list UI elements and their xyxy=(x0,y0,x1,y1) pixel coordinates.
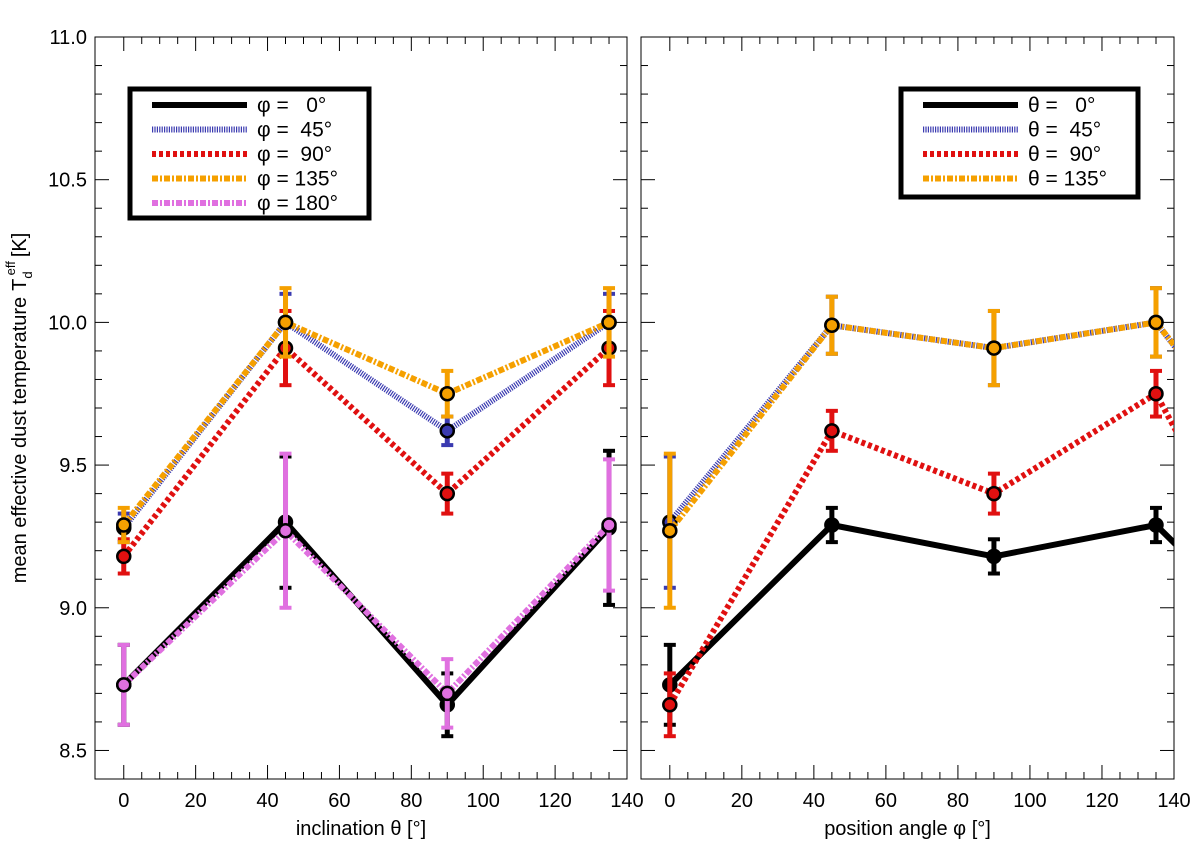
plot-area xyxy=(662,286,1174,739)
x-tick-label: 20 xyxy=(731,790,753,812)
x-tick-label: 20 xyxy=(185,790,207,812)
series-line xyxy=(121,522,612,697)
data-point xyxy=(1148,517,1164,533)
panel-left: 0 20 40 60 80 100 120 140 8.5 9.0 9.5 10.0 10.5 11.0 i… xyxy=(3,27,644,840)
data-point xyxy=(601,314,617,331)
x-tick-label: 40 xyxy=(256,790,278,812)
x-tick-label: 60 xyxy=(328,790,350,812)
x-tick-label: 100 xyxy=(467,790,500,812)
y-tick-label: 9.0 xyxy=(59,598,87,620)
legend-label: φ = 0° xyxy=(257,94,326,117)
series-1 xyxy=(662,286,1174,590)
y-tick-label: 8.5 xyxy=(59,740,87,762)
y-tick-label: 9.5 xyxy=(59,455,87,477)
legend-label: φ = 180° xyxy=(257,192,338,215)
plot-area xyxy=(116,286,617,739)
data-point xyxy=(439,385,456,402)
y-tick-label: 10.5 xyxy=(48,170,87,192)
series-4 xyxy=(116,451,617,730)
legend-label: θ = 45° xyxy=(1028,119,1101,142)
x-tick-label: 80 xyxy=(947,790,969,812)
series-2 xyxy=(662,368,1174,739)
data-point xyxy=(439,685,456,702)
data-point xyxy=(116,548,132,565)
x-tick-label: 80 xyxy=(400,790,422,812)
x-axis-label: inclination θ [°] xyxy=(296,818,426,840)
x-tick-label: 60 xyxy=(875,790,897,812)
data-point xyxy=(116,677,132,693)
x-tick-label: 100 xyxy=(1013,790,1046,812)
x-tick-label: 40 xyxy=(803,790,825,812)
x-tick-label: 120 xyxy=(1085,790,1118,812)
series-line xyxy=(667,319,1174,533)
y-axis-label: mean effective dust temperatureTdeff[K] xyxy=(3,233,35,584)
data-point xyxy=(277,522,294,539)
legend-label: θ = 0° xyxy=(1028,94,1095,117)
x-tick-label: 140 xyxy=(610,790,643,812)
data-point xyxy=(1148,385,1164,402)
x-axis-label: position angle φ [°] xyxy=(824,818,991,840)
data-point xyxy=(116,517,132,533)
legend-label: φ = 90° xyxy=(257,143,332,166)
y-tick-label: 11.0 xyxy=(50,27,87,49)
data-point xyxy=(601,517,617,533)
data-point xyxy=(277,314,294,331)
data-point xyxy=(986,485,1002,502)
series-1 xyxy=(116,291,617,545)
data-point xyxy=(662,522,678,539)
data-point xyxy=(824,423,840,439)
series-line xyxy=(667,522,1174,687)
series-line xyxy=(667,319,1174,525)
y-tick-label: 10.0 xyxy=(48,312,87,334)
x-tick-label: 120 xyxy=(538,790,571,812)
data-point xyxy=(439,485,456,502)
data-point xyxy=(662,697,678,713)
x-tick-label: 140 xyxy=(1157,790,1190,812)
legend: φ = 0°φ = 45°φ = 90°φ = 135°φ = 180° xyxy=(127,86,372,221)
data-point xyxy=(439,423,456,439)
legend-label: θ = 90° xyxy=(1028,143,1101,166)
data-point xyxy=(986,548,1002,565)
data-point xyxy=(824,317,840,333)
series-0 xyxy=(662,505,1174,727)
legend: θ = 0°θ = 45°θ = 90°θ = 135° xyxy=(898,86,1141,200)
legend-label: θ = 135° xyxy=(1028,168,1107,191)
series-3 xyxy=(116,286,617,545)
legend-label: φ = 135° xyxy=(257,168,338,191)
data-point xyxy=(986,340,1002,356)
x-tick-label: 0 xyxy=(118,790,129,812)
x-tick-label: 0 xyxy=(664,790,675,812)
data-point xyxy=(824,517,840,533)
series-2 xyxy=(116,308,617,576)
series-line xyxy=(121,345,612,559)
series-line xyxy=(667,390,1174,707)
panel-right: 0 20 40 60 80 100 120 140 position angle φ [°] θ … xyxy=(640,36,1191,840)
series-3 xyxy=(662,286,1174,610)
legend-label: φ = 45° xyxy=(257,119,332,142)
data-point xyxy=(1148,314,1164,331)
series-line xyxy=(121,319,611,527)
